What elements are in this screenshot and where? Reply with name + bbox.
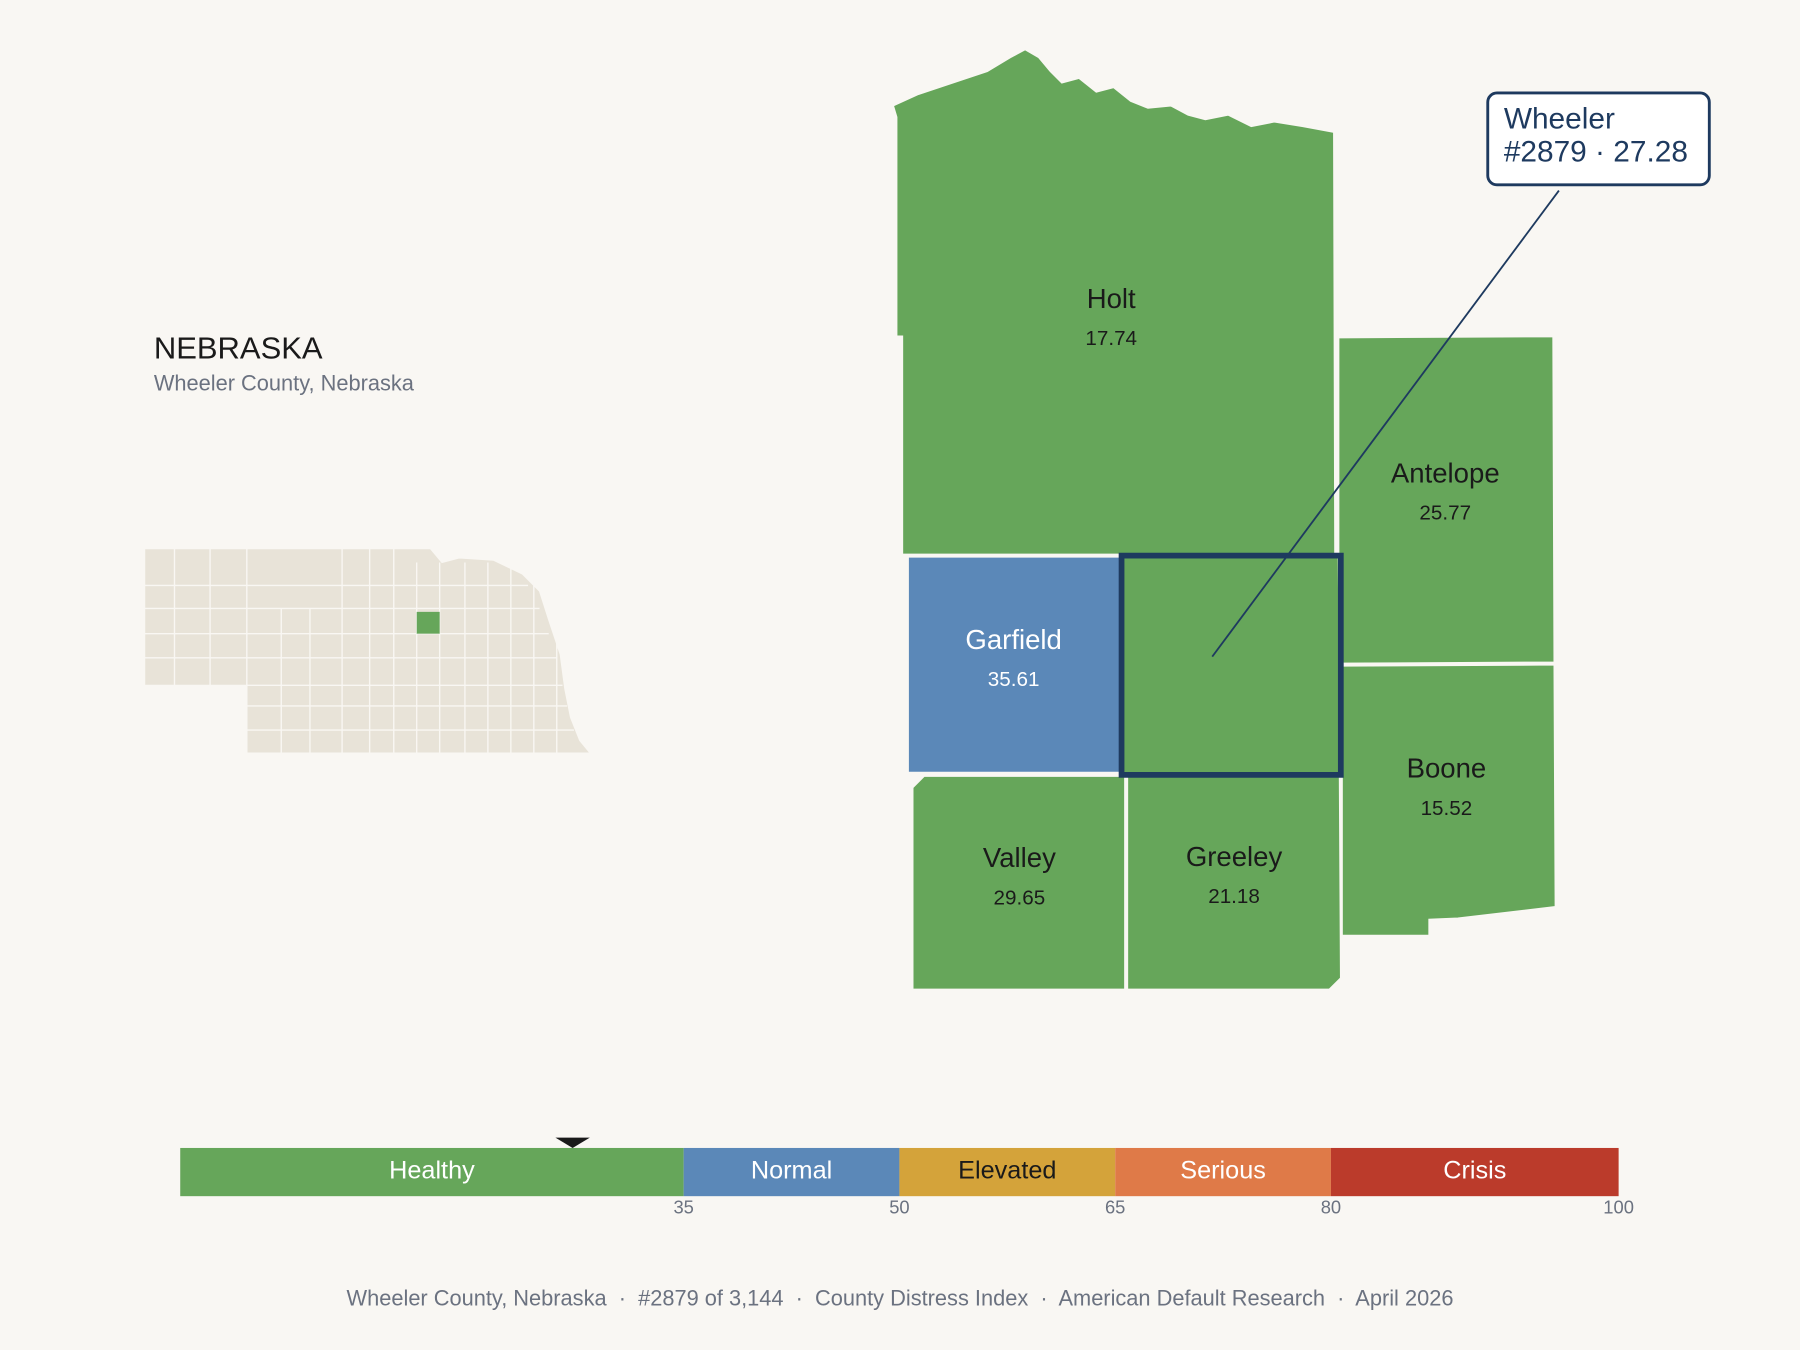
band-label: Elevated — [958, 1157, 1056, 1185]
callout-leader — [1211, 190, 1560, 658]
scale-tick-label: 35 — [673, 1197, 693, 1218]
county — [1120, 554, 1342, 776]
callout-detail: #2879 · 27.28 — [1504, 136, 1688, 169]
state-inset — [144, 548, 592, 754]
county-name: Valley — [983, 842, 1056, 873]
county-grid — [144, 548, 574, 754]
county-value: 15.52 — [1421, 797, 1473, 820]
value-marker — [555, 1137, 590, 1148]
county-value: 29.65 — [994, 886, 1046, 909]
county-name: Boone — [1407, 753, 1487, 784]
band-label: Normal — [751, 1157, 832, 1185]
callout-title: Wheeler — [1504, 102, 1615, 135]
scale-tick-label: 65 — [1105, 1197, 1125, 1218]
footer: Wheeler County, Nebraska · #2879 of 3,14… — [347, 1285, 1454, 1310]
county-value: 35.61 — [988, 668, 1040, 691]
callout-box — [1486, 91, 1711, 187]
selected-outline — [1118, 552, 1344, 778]
scale-band — [1330, 1147, 1619, 1197]
distress-scale: Healthy Normal Elevated Serious Crisis 35 50 65… — [180, 1137, 1634, 1218]
scale-band — [180, 1147, 684, 1197]
county-value: 17.74 — [1085, 327, 1137, 350]
scale-tick-label: 80 — [1321, 1197, 1341, 1218]
county — [1126, 775, 1342, 991]
band-label: Healthy — [389, 1157, 475, 1185]
state-title: NEBRASKA — [154, 330, 323, 365]
scale-band — [683, 1147, 900, 1197]
county — [907, 555, 1122, 774]
county-name: Holt — [1087, 283, 1136, 314]
band-label: Serious — [1180, 1157, 1266, 1185]
county — [911, 775, 1126, 991]
band-label: Crisis — [1443, 1157, 1506, 1185]
county-name: Garfield — [965, 624, 1061, 655]
county-value: 25.77 — [1419, 502, 1471, 525]
scale-band — [899, 1147, 1116, 1197]
scale-band — [1115, 1147, 1331, 1197]
county-value: 21.18 — [1208, 885, 1260, 908]
county — [1337, 335, 1556, 665]
county-name: Antelope — [1391, 458, 1500, 489]
county-name: Greeley — [1186, 841, 1283, 872]
subtitle: Wheeler County, Nebraska — [154, 370, 415, 395]
scale-tick-label: 50 — [889, 1197, 909, 1218]
scale-tick-label: 100 — [1603, 1197, 1634, 1218]
inset-highlight — [416, 611, 440, 634]
county-map: Holt 17.74 Antelope 25.77 Garfield 35.61 Boone… — [892, 48, 1557, 991]
county — [1341, 663, 1557, 937]
